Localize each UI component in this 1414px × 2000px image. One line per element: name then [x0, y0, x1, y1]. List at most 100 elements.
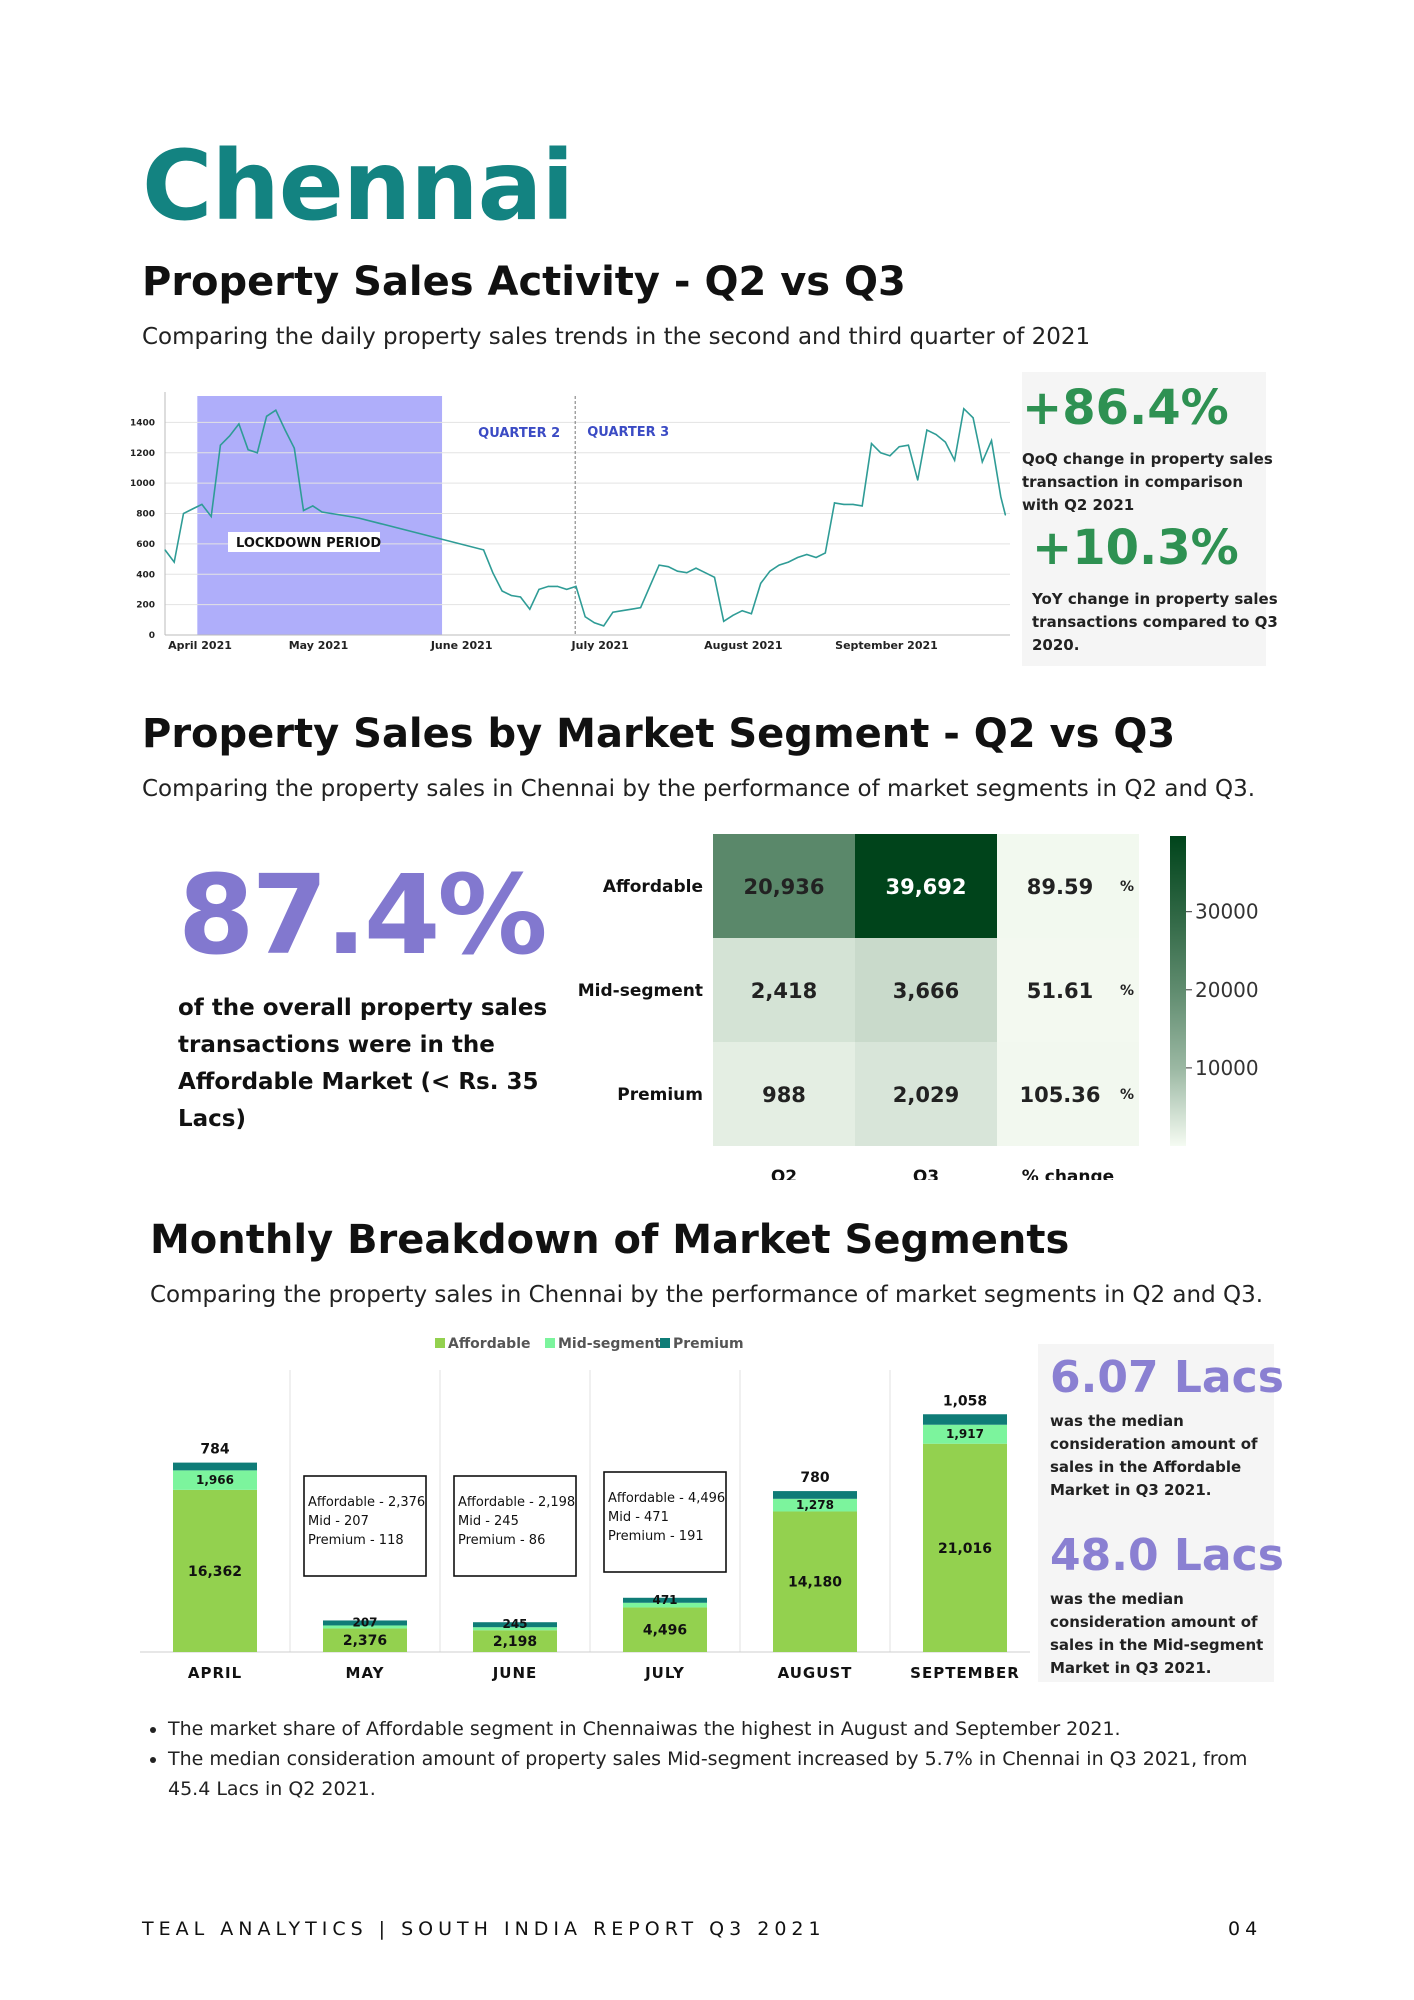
- data-point: [695, 567, 697, 569]
- data-point: [917, 479, 919, 481]
- legend-label: Premium: [673, 1336, 744, 1352]
- data-point: [483, 549, 485, 551]
- market-segment-heatmap: Affordable 20,936 39,692 89.59 % Mid-segment 2…: [578, 834, 1259, 1180]
- data-point: [640, 607, 642, 609]
- cell-value: 105.36: [1019, 1083, 1100, 1107]
- data-point: [603, 625, 605, 627]
- data-point: [963, 408, 965, 410]
- caption-line: was the median: [1050, 1412, 1184, 1430]
- month-label: JULY: [644, 1664, 685, 1682]
- caption-line: was the median: [1050, 1590, 1184, 1608]
- legend-swatch: [545, 1338, 555, 1348]
- y-tick-label: 800: [136, 510, 155, 520]
- data-point: [210, 515, 212, 518]
- data-point: [538, 588, 540, 591]
- row-label: Mid-segment: [578, 981, 703, 1001]
- section3-title: Monthly Breakdown of Market Segments: [150, 1217, 1070, 1263]
- qoq-change-caption: QoQ change in property sales transaction…: [1022, 448, 1273, 517]
- column-label: Q2: [771, 1167, 797, 1180]
- cell-value: 3,666: [893, 979, 959, 1003]
- caption-line: YoY change in property sales: [1032, 590, 1278, 608]
- city-title: Chennai: [142, 130, 574, 242]
- data-point: [510, 594, 512, 597]
- affordable-share-text: of the overall property sales transactio…: [178, 990, 547, 1138]
- caption-line: consideration amount of: [1050, 1435, 1258, 1453]
- caption-line: consideration amount of: [1050, 1613, 1258, 1631]
- section1-stat-box: +86.4% QoQ change in property sales tran…: [1022, 372, 1278, 666]
- y-tick-label: 600: [136, 540, 155, 550]
- mid-value-label: 245: [502, 1617, 527, 1631]
- data-point: [649, 585, 651, 587]
- colorbar-tick-label: 30000: [1195, 900, 1259, 924]
- data-point: [1000, 496, 1002, 498]
- data-point: [907, 444, 910, 446]
- qoq-change-value: +86.4%: [1022, 380, 1229, 436]
- section2-subtitle: Comparing the property sales in Chennai …: [142, 776, 1256, 802]
- data-point: [302, 509, 305, 512]
- bar-segment: [473, 1627, 557, 1631]
- data-point: [667, 566, 669, 568]
- data-point: [556, 585, 559, 587]
- data-point: [593, 622, 596, 624]
- callout-line: Premium - 86: [458, 1533, 545, 1548]
- affordable-value-label: 4,496: [643, 1623, 687, 1639]
- data-point: [741, 610, 743, 612]
- data-point: [870, 443, 873, 445]
- data-point: [584, 616, 586, 618]
- data-point: [796, 556, 799, 559]
- cell-value: 39,692: [885, 875, 966, 899]
- data-point: [972, 417, 974, 419]
- callout-box: [453, 1475, 577, 1577]
- bar-segment: [473, 1630, 557, 1652]
- callout-line: Mid - 207: [308, 1514, 369, 1529]
- yoy-change-value: +10.3%: [1032, 520, 1239, 576]
- affordable-value-label: 14,180: [788, 1575, 842, 1591]
- cell-value: 988: [762, 1083, 806, 1107]
- section3-stat-box: 6.07 Lacs was the median consideration a…: [1038, 1344, 1284, 1682]
- data-point: [621, 610, 623, 612]
- data-point: [935, 433, 937, 436]
- data-point: [275, 409, 277, 411]
- data-point: [547, 585, 549, 587]
- y-tick-label: 0: [149, 631, 155, 641]
- heatmap-cell: [713, 1042, 855, 1146]
- month-label: APRIL: [188, 1664, 242, 1682]
- data-point: [492, 572, 494, 574]
- mid-value-label: 1,278: [796, 1498, 834, 1512]
- bar-segment: [173, 1470, 257, 1490]
- highlight-line: Affordable Market (< Rs. 35: [178, 1069, 539, 1095]
- data-point: [750, 613, 753, 615]
- bar-segment: [773, 1498, 857, 1512]
- bar-segment: [173, 1489, 257, 1652]
- x-tick-label: August 2021: [704, 639, 782, 652]
- x-tick-label: April 2021: [168, 639, 232, 652]
- data-point: [238, 423, 240, 425]
- premium-value-label: 780: [800, 1470, 829, 1486]
- lockdown-label-bg: [228, 532, 380, 552]
- bar-segment: [323, 1628, 407, 1652]
- data-point: [889, 455, 891, 457]
- bar-segment: [473, 1622, 557, 1628]
- heatmap-cell: [855, 1042, 997, 1146]
- data-point: [182, 512, 185, 515]
- data-point: [880, 452, 882, 454]
- mid-value-label: 1,966: [196, 1473, 234, 1487]
- footer-page-number: 04: [1228, 1918, 1263, 1940]
- data-point: [519, 596, 522, 598]
- data-point: [339, 514, 342, 516]
- caption-line: with Q2 2021: [1022, 496, 1135, 514]
- y-tick-label: 1200: [130, 449, 155, 459]
- data-point: [658, 564, 660, 566]
- bar-segment: [623, 1607, 707, 1652]
- bar-segment: [173, 1462, 257, 1471]
- data-point: [787, 561, 789, 563]
- data-point: [769, 570, 771, 572]
- data-point: [898, 446, 900, 448]
- mid-value-label: 1,917: [946, 1427, 984, 1441]
- daily-sales-line: [164, 407, 1007, 627]
- data-point: [529, 608, 531, 610]
- legend-label: Affordable: [448, 1336, 530, 1352]
- data-point: [229, 435, 231, 437]
- heatmap-cell: [997, 834, 1139, 938]
- row-label: Affordable: [603, 877, 703, 897]
